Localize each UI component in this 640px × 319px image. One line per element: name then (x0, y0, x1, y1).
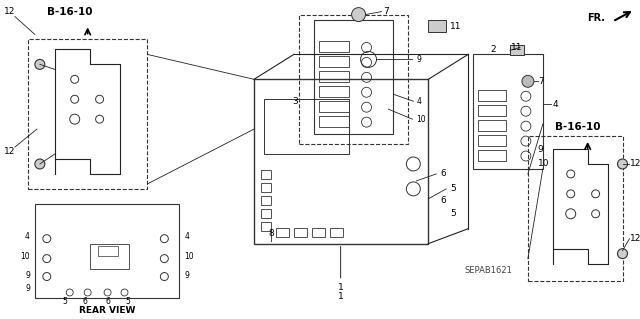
Text: 10: 10 (20, 252, 30, 261)
Bar (261, 222, 271, 231)
Bar (478, 150, 506, 161)
Bar (261, 196, 271, 205)
Circle shape (522, 75, 534, 87)
Bar (528, 136, 623, 280)
Text: 11: 11 (450, 22, 461, 31)
Bar (314, 19, 394, 134)
Text: FR.: FR. (588, 12, 605, 23)
Bar (319, 41, 349, 52)
Bar (90, 244, 129, 269)
Bar (319, 71, 349, 82)
Bar (478, 90, 506, 101)
Bar (319, 86, 349, 97)
Bar (478, 135, 506, 146)
Bar (428, 19, 446, 32)
Text: 4: 4 (184, 232, 189, 241)
Bar (478, 120, 506, 131)
Text: 3: 3 (292, 97, 298, 106)
Text: 6: 6 (440, 196, 446, 205)
Bar (478, 105, 506, 116)
Text: 12: 12 (4, 7, 15, 16)
Text: 9: 9 (25, 284, 30, 293)
Bar (35, 204, 179, 299)
Text: 12: 12 (630, 160, 640, 168)
Text: B-16-10: B-16-10 (47, 7, 92, 17)
Text: REAR VIEW: REAR VIEW (79, 306, 136, 315)
Circle shape (35, 159, 45, 169)
Bar (319, 101, 349, 112)
Text: 4: 4 (553, 100, 559, 109)
Text: 9: 9 (417, 55, 421, 64)
Bar (312, 228, 324, 237)
Text: B-16-10: B-16-10 (555, 122, 600, 132)
Text: SEPAB1621: SEPAB1621 (464, 266, 512, 275)
Text: 1: 1 (338, 247, 344, 293)
Text: 5: 5 (451, 184, 456, 193)
Text: 6: 6 (82, 297, 87, 307)
Text: 7: 7 (383, 7, 389, 16)
Text: 5: 5 (62, 297, 67, 307)
Text: 6: 6 (440, 169, 446, 178)
Text: 12: 12 (4, 146, 15, 156)
Bar (276, 228, 289, 237)
Text: 7: 7 (538, 77, 543, 86)
Text: 8: 8 (268, 229, 274, 238)
Text: 11: 11 (511, 43, 523, 52)
Bar (254, 79, 428, 244)
Circle shape (618, 159, 627, 169)
Bar (261, 183, 271, 192)
Text: 9: 9 (538, 145, 543, 153)
Bar (319, 56, 349, 67)
Bar (261, 209, 271, 218)
Bar (264, 99, 349, 154)
Bar (28, 40, 147, 189)
Circle shape (351, 8, 365, 22)
Bar (294, 228, 307, 237)
Bar (261, 170, 271, 179)
Text: 5: 5 (125, 297, 130, 307)
Bar (319, 116, 349, 127)
Text: 12: 12 (630, 234, 640, 243)
Text: 10: 10 (417, 115, 426, 124)
Bar (330, 228, 342, 237)
Bar (299, 15, 408, 144)
Text: 6: 6 (105, 297, 110, 307)
Text: 10: 10 (538, 160, 549, 168)
Text: 9: 9 (25, 271, 30, 280)
Text: 4: 4 (25, 232, 30, 241)
Circle shape (35, 59, 45, 69)
Circle shape (618, 249, 627, 259)
Text: 4: 4 (417, 97, 421, 106)
Text: 9: 9 (184, 271, 189, 280)
Text: 10: 10 (184, 252, 194, 261)
Text: 1: 1 (338, 292, 344, 301)
Bar (510, 45, 524, 56)
Bar (473, 55, 543, 169)
Text: 5: 5 (451, 209, 456, 218)
Text: 2: 2 (490, 45, 496, 54)
Bar (98, 246, 118, 256)
